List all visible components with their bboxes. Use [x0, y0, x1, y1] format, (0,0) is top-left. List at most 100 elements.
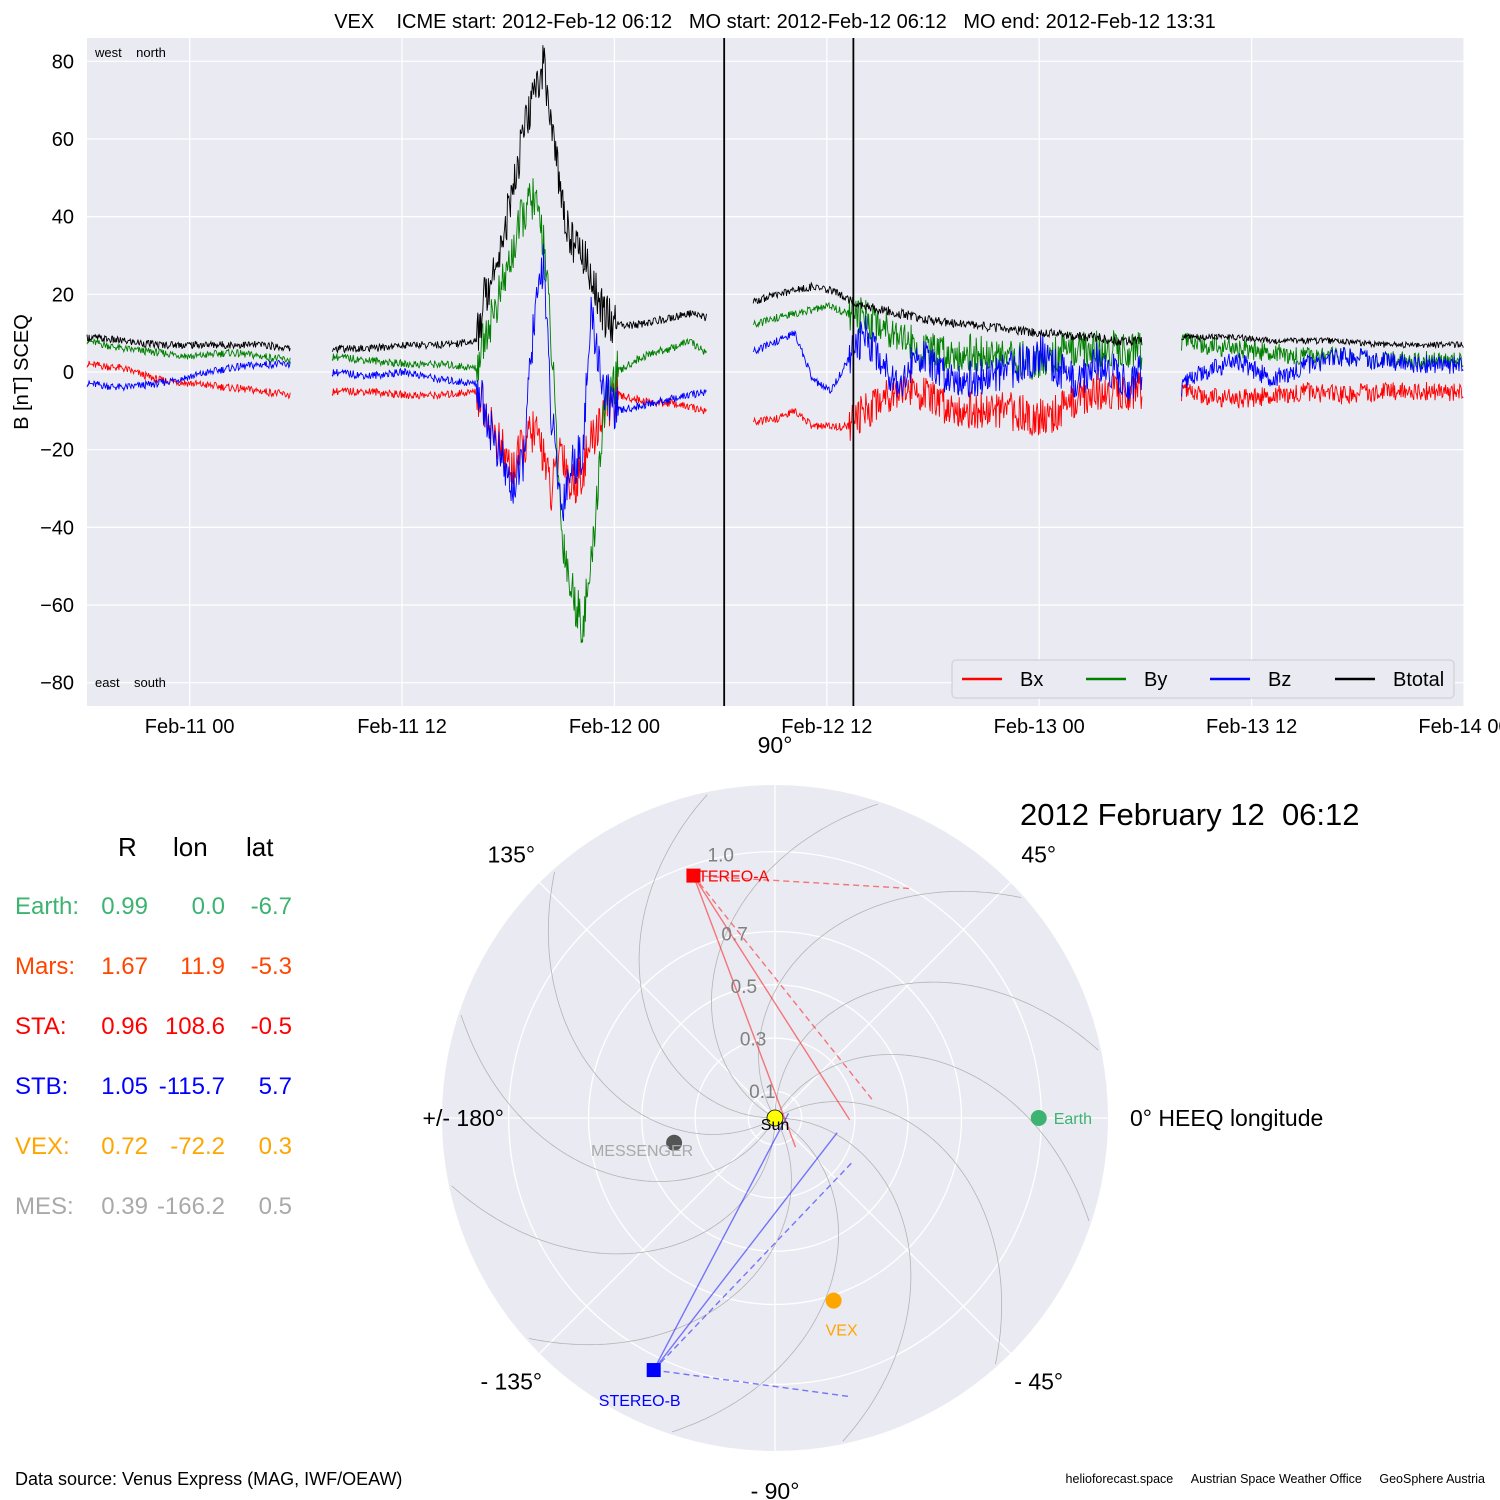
series-line-bx [331, 372, 707, 511]
legend-label-bx: Bx [1020, 669, 1043, 691]
position-row: Mars: 1.67 11.9 -5.3 [0, 953, 340, 993]
series-line-btotal [331, 45, 707, 354]
angle-grid-line [774, 882, 1011, 1119]
earth-marker [1030, 1110, 1047, 1126]
parker-spiral [777, 1054, 1090, 1222]
legend-label-by: By [1144, 669, 1167, 691]
series-line-bz [752, 315, 1143, 401]
stereo-a-marker [686, 868, 701, 883]
position-cell-r: 1.67 [101, 953, 148, 980]
series-layer [86, 45, 1464, 644]
y-tick-label: 40 [52, 207, 74, 229]
parker-spiral [528, 1122, 792, 1346]
credits: helioforecast.space Austrian Space Weath… [1052, 1472, 1485, 1486]
stereo-a-label: STEREO-A [687, 869, 769, 886]
y-tick-label: −20 [40, 440, 74, 462]
position-cell-name: VEX: [15, 1133, 70, 1160]
legend-label-btotal: Btotal [1393, 669, 1444, 691]
x-tick-label: Feb-13 12 [1206, 716, 1297, 738]
y-tick-label: 20 [52, 284, 74, 306]
y-tick-labels: 80 60 40 20 0 −20 −40 −60 −80 [40, 51, 74, 694]
position-cell-lon: -72.2 [170, 1133, 225, 1160]
fov-line [653, 1159, 855, 1371]
radial-tick-label: 0.3 [740, 1029, 766, 1050]
position-row: STA: 0.96 108.6 -0.5 [0, 1013, 340, 1053]
position-cell-lat: 0.3 [258, 1133, 292, 1160]
timeseries-panel: VEX ICME start: 2012-Feb-12 06:12 MO sta… [11, 11, 1500, 738]
position-cell-lat: -5.3 [250, 953, 292, 980]
parker-spirals [451, 794, 1099, 1442]
position-cell-lat: 0.5 [258, 1193, 292, 1220]
credit-aswo: Austrian Space Weather Office [1190, 1472, 1362, 1486]
messenger-label: MESSENGER [591, 1143, 693, 1160]
legend-label-bz: Bz [1268, 669, 1291, 691]
fov-line [653, 1132, 838, 1371]
series-line-by [86, 337, 291, 365]
position-cell-lon: -166.2 [156, 1193, 225, 1220]
polar-panel: 0.1 0.3 0.5 0.7 1.0 90° 45° 0° HEEQ longitude -… [423, 732, 1360, 1500]
position-cell-r: 0.96 [101, 1013, 148, 1040]
timeseries-title: VEX ICME start: 2012-Feb-12 06:12 MO sta… [334, 11, 1216, 33]
fov-line [692, 875, 851, 1121]
angle-label: - 135° [480, 1369, 542, 1395]
y-tick-label: −40 [40, 517, 74, 539]
legend-box [951, 659, 1455, 699]
position-cell-name: Earth: [15, 893, 80, 920]
x-tick-label: Feb-11 12 [357, 716, 447, 738]
parker-spiral [711, 803, 879, 1116]
position-cell-name: Mars: [15, 953, 75, 980]
series-line-bx [86, 360, 291, 400]
parker-spiral [638, 794, 770, 1119]
sun-label: Sun [761, 1117, 789, 1134]
x-tick-label: Feb-13 00 [994, 716, 1085, 738]
header-R: R [118, 832, 137, 862]
series-line-bz [86, 359, 291, 392]
position-cell-name: MES: [15, 1193, 74, 1220]
angle-label: +/- 180° [423, 1105, 504, 1131]
series-line-by [752, 296, 1143, 380]
fov-line [653, 1369, 852, 1398]
angle-label: - 45° [1014, 1369, 1063, 1395]
series-line-by [331, 178, 707, 644]
position-cell-r: 1.05 [101, 1073, 148, 1100]
x-tick-label: Feb-12 12 [781, 716, 872, 738]
x-tick-label: Feb-12 00 [569, 716, 660, 738]
position-cell-name: STA: [15, 1013, 67, 1040]
fov-line [692, 875, 875, 1103]
messenger-marker [666, 1134, 683, 1151]
event-markers [723, 38, 855, 706]
radial-tick-label: 0.7 [721, 924, 747, 945]
fov-line [693, 874, 914, 890]
parker-spiral [451, 1123, 776, 1255]
vex-label: VEX [826, 1323, 858, 1340]
position-cell-r: 0.72 [101, 1133, 148, 1160]
series-line-by [1181, 332, 1464, 371]
parker-spiral [774, 981, 1099, 1113]
vex-marker [825, 1292, 842, 1309]
series-line-bz [331, 244, 707, 522]
position-cell-lat: 5.7 [258, 1073, 292, 1100]
parker-spiral [780, 1117, 912, 1442]
series-line-btotal [752, 281, 1143, 347]
corner-label-bottom: east south [95, 675, 166, 690]
x-tick-labels: Feb-11 00 Feb-11 12 Feb-12 00 Feb-12 12 Feb-… [145, 716, 1500, 738]
parker-spiral [460, 1014, 773, 1182]
position-cell-r: 0.99 [101, 893, 148, 920]
header-lat: lat [246, 832, 274, 862]
credit-geosphere: GeoSphere Austria [1379, 1472, 1485, 1486]
series-line-btotal [1181, 333, 1464, 350]
position-cell-lon: 11.9 [180, 953, 225, 980]
position-cell-lon: 0.0 [191, 893, 225, 920]
fov-line [653, 1112, 790, 1371]
fov-line [692, 875, 797, 1148]
x-tick-label: Feb-14 00 [1418, 716, 1500, 738]
angle-label: 90° [758, 732, 793, 758]
x-tick-label: Feb-11 00 [145, 716, 235, 738]
position-row: Earth: 0.99 0.0 -6.7 [0, 893, 340, 933]
radial-tick-label: 0.1 [749, 1082, 775, 1103]
header-lon: lon [173, 832, 208, 862]
legend-items: Bx By Bz Btotal [962, 669, 1444, 691]
radial-tick-labels: 0.1 0.3 0.5 0.7 1.0 [708, 846, 776, 1103]
angle-grid-line [539, 882, 776, 1119]
legend: Bx By Bz Btotal [951, 659, 1455, 699]
